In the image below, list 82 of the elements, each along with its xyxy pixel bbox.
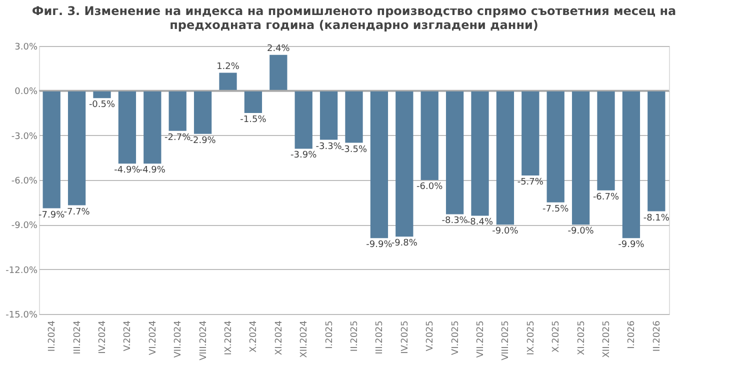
data-label: -5.7%	[517, 178, 544, 188]
x-tick-label: VI.2024	[148, 320, 158, 356]
x-tick-label: X.2024	[249, 320, 260, 352]
y-tick-label: 0.0%	[14, 87, 38, 98]
x-tick-label: II.2025	[350, 320, 360, 352]
data-label: -7.5%	[542, 204, 570, 214]
bar	[622, 90, 640, 238]
x-tick-label: VIII.2025	[501, 320, 512, 360]
bar	[118, 90, 136, 164]
data-label: -8.4%	[466, 218, 494, 228]
data-label: -0.5%	[88, 100, 116, 110]
data-label: -9.9%	[366, 240, 393, 250]
data-label: -4.9%	[114, 166, 141, 176]
bar	[219, 72, 237, 91]
bar	[244, 90, 262, 113]
bar	[597, 90, 615, 190]
bar	[471, 90, 489, 216]
data-label: -4.9%	[139, 166, 166, 176]
y-tick-label: -6.0%	[11, 176, 38, 186]
x-tick-label: IX.2025	[526, 320, 536, 356]
data-label: -9.0%	[492, 226, 519, 237]
x-tick-label: V.2024	[123, 320, 134, 352]
x-tick-label: IV.2024	[98, 320, 108, 354]
bar	[522, 90, 540, 176]
x-tick-label: II.2024	[48, 320, 58, 352]
y-tick-label: -15.0%	[6, 310, 38, 320]
data-label: -7.9%	[38, 210, 66, 220]
y-tick-label: 3.0%	[14, 42, 38, 52]
bar	[345, 90, 363, 143]
bar	[572, 90, 590, 225]
data-label: -9.8%	[391, 238, 418, 249]
x-tick-label: XI.2025	[576, 320, 587, 356]
bar	[446, 90, 464, 214]
bar	[168, 90, 186, 131]
x-tick-label: IX.2024	[224, 320, 234, 356]
x-tick-label: IV.2025	[400, 320, 410, 354]
bar	[648, 90, 666, 212]
bar	[68, 90, 86, 206]
x-tick-label: VII.2025	[476, 320, 486, 358]
data-label: -9.9%	[618, 240, 645, 250]
x-tick-label: X.2025	[552, 320, 562, 352]
bar	[144, 90, 162, 164]
x-tick-label: V.2025	[426, 320, 436, 352]
x-tick-label: VIII.2024	[198, 320, 209, 360]
data-label: -8.3%	[442, 216, 468, 226]
x-tick-label: VII.2024	[174, 320, 184, 358]
x-tick-label: III.2025	[375, 320, 386, 354]
y-tick-label: -12.0%	[6, 266, 38, 276]
data-label: -7.7%	[64, 207, 90, 218]
bar	[396, 90, 414, 237]
y-tick-label: -3.0%	[11, 132, 38, 142]
x-tick-label: III.2024	[72, 320, 83, 354]
data-label: -9.0%	[568, 226, 594, 237]
bar	[294, 90, 312, 149]
x-tick-label: I.2025	[324, 320, 335, 349]
bar	[546, 90, 564, 202]
data-label: -6.7%	[592, 192, 620, 202]
bar	[496, 90, 514, 225]
x-tick-label: VI.2025	[450, 320, 461, 356]
x-tick-label: XI.2024	[274, 320, 284, 356]
y-tick-label: -9.0%	[11, 221, 38, 232]
data-label: -3.3%	[316, 142, 342, 152]
data-label: -6.0%	[416, 182, 444, 192]
data-label: 1.2%	[216, 62, 240, 72]
bar	[370, 90, 388, 238]
data-label: 2.4%	[266, 44, 290, 54]
data-label: -2.9%	[190, 136, 216, 146]
bar	[194, 90, 212, 134]
x-tick-label: XII.2025	[602, 320, 612, 358]
chart-title: Фиг. 3. Изменение на индекса на промишленото производство спрямо съответния месец на предходната година (календарно изгладени данни)	[32, 4, 676, 32]
bar	[320, 90, 338, 140]
data-label: -3.9%	[290, 150, 318, 161]
data-label: -2.7%	[164, 132, 192, 143]
x-tick-label: II.2026	[652, 320, 662, 352]
data-label: -1.5%	[240, 115, 267, 125]
bar	[42, 90, 60, 208]
x-tick-label: I.2026	[627, 320, 638, 349]
bar	[270, 54, 288, 91]
data-label: -3.5%	[340, 144, 368, 155]
data-label: -8.1%	[643, 213, 670, 224]
bar	[420, 90, 438, 180]
x-tick-label: XII.2024	[300, 320, 310, 358]
